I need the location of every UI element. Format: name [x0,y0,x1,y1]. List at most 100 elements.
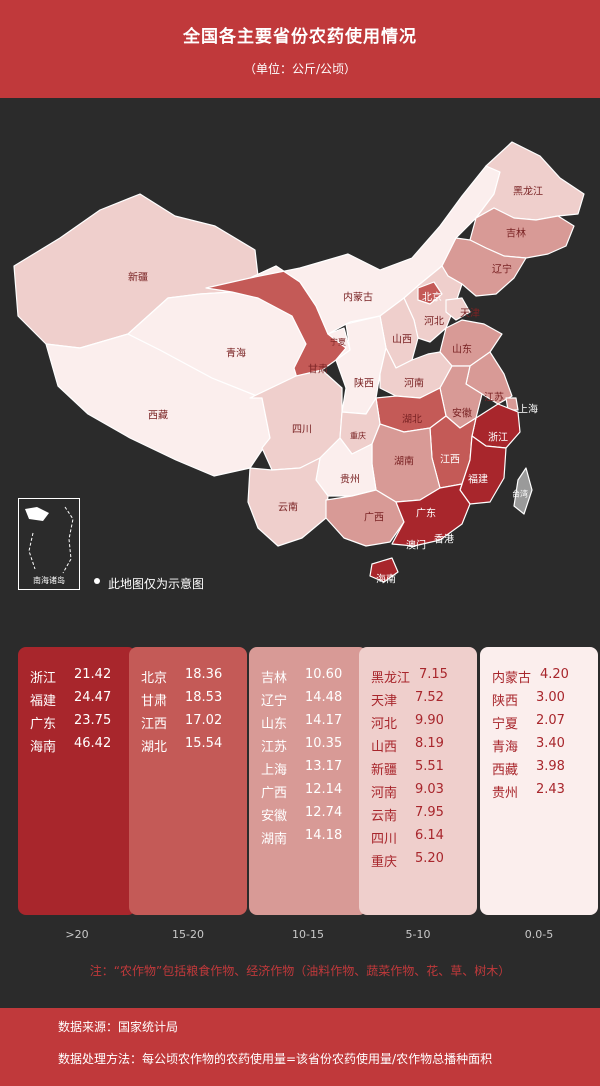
tier-row: 江苏 10.35 [249,736,367,756]
province-value: 12.14 [305,782,343,797]
tier-row: 广西 12.14 [249,782,367,802]
province-value: 24.47 [74,690,112,705]
tier-row: 浙江 21.42 [18,667,136,687]
province-value: 5.51 [415,759,444,774]
tier-row: 海南 46.42 [18,736,136,756]
tier-row: 新疆 5.51 [359,759,477,779]
label-shaanxi: 陕西 [354,378,374,390]
label-sichuan: 四川 [292,424,312,436]
province-name: 海南 [30,740,57,755]
region-guangxi [325,489,405,547]
region-guangdong [391,483,471,547]
inset-label: 南海诸岛 [33,576,65,585]
label-taiwan: 台湾 [512,489,528,499]
tier-row: 青海 3.40 [480,736,598,756]
label-anhui: 安徽 [452,408,472,420]
tier-row: 山东 14.17 [249,713,367,733]
tier-row: 宁夏 2.07 [480,713,598,733]
header-banner [0,0,600,98]
tier-range-label: 15-20 [172,928,204,941]
province-name: 浙江 [30,671,57,686]
province-value: 7.95 [415,805,444,820]
region-taiwan [513,467,533,515]
province-name: 四川 [371,832,398,847]
province-name: 广东 [30,717,57,732]
province-name: 湖北 [141,740,168,755]
province-name: 北京 [141,671,168,686]
tier-row: 山西 8.19 [359,736,477,756]
tier-range-label: 5-10 [405,928,431,941]
tier-card: 浙江 21.42 福建 24.47 广东 23.75 海南 46.42 [18,647,136,915]
province-value: 6.14 [415,828,444,843]
province-name: 广西 [261,786,288,801]
province-value: 2.07 [536,713,565,728]
tier-row: 陕西 3.00 [480,690,598,710]
province-value: 9.90 [415,713,444,728]
tier-row: 重庆 5.20 [359,851,477,871]
province-value: 23.75 [74,713,112,728]
tier-row: 贵州 2.43 [480,782,598,802]
province-value: 46.42 [74,736,112,751]
tier-row: 江西 17.02 [129,713,247,733]
map-disclaimer: 此地图仅为示意图 [108,577,205,591]
province-value: 12.74 [305,805,343,820]
label-tianjin: 天津 [460,308,480,320]
province-value: 15.54 [185,736,223,751]
label-hunan: 湖南 [394,456,414,468]
tier-row: 湖南 14.18 [249,828,367,848]
province-value: 10.60 [305,667,343,682]
tier-row: 辽宁 14.48 [249,690,367,710]
tier-row: 北京 18.36 [129,667,247,687]
label-hubei: 湖北 [402,414,422,426]
tier-row: 河南 9.03 [359,782,477,802]
tier-row: 云南 7.95 [359,805,477,825]
tier-range-label: 0.0-5 [524,928,554,941]
region-fujian [459,435,507,505]
province-name: 青海 [492,740,519,755]
province-value: 18.53 [185,690,223,705]
region-beijing [417,281,443,305]
label-shandong: 山东 [452,344,472,356]
label-zhejiang: 浙江 [488,432,508,444]
tier-range-label: >20 [65,928,89,941]
province-value: 14.17 [305,713,343,728]
province-name: 贵州 [492,786,519,801]
footer-banner [0,1008,600,1086]
label-guangxi: 广西 [364,512,384,524]
south-china-sea-inset: 南海诸岛 [18,498,80,590]
label-hainan: 海南 [376,574,396,586]
tier-row: 西藏 3.98 [480,759,598,779]
province-value: 3.40 [536,736,565,751]
province-value: 21.42 [74,667,112,682]
label-macau: 澳门 [406,540,426,552]
map-svg [13,141,585,583]
tier-row: 河北 9.90 [359,713,477,733]
province-name: 福建 [30,694,57,709]
bullet-icon [94,578,100,584]
province-value: 4.20 [540,667,569,682]
province-name: 重庆 [371,855,398,870]
label-fujian: 福建 [468,474,488,486]
label-liaoning: 辽宁 [492,264,512,276]
label-hebei: 河北 [424,316,444,328]
label-xinjiang: 新疆 [128,272,148,284]
label-gansu: 甘肃 [308,364,328,376]
province-value: 3.00 [536,690,565,705]
page-title: 全国各主要省份农药使用情况 [183,27,417,47]
label-shanghai: 上海 [518,404,538,416]
province-name: 陕西 [492,694,519,709]
tier-row: 四川 6.14 [359,828,477,848]
province-value: 14.48 [305,690,343,705]
region-tianjin [445,297,471,321]
inset-svg [25,506,74,574]
tier-card: 吉林 10.60 辽宁 14.48 山东 14.17 江苏 10.35 上海 13.17 广西 12.… [249,647,367,915]
label-beijing: 北京 [422,292,442,304]
label-chongqing: 重庆 [350,431,366,441]
data-method: 数据处理方法：每公顷农作物的农药使用量=该省份农药使用量/农作物总播种面积 [58,1052,493,1066]
tier-row: 甘肃 18.53 [129,690,247,710]
province-name: 吉林 [261,671,288,686]
province-name: 上海 [261,763,288,778]
tier-card: 内蒙古 4.20 陕西 3.00 宁夏 2.07 青海 3.40 西藏 3.98 贵州 2.43 [480,647,598,915]
label-xizang: 西藏 [148,410,168,422]
province-value: 3.98 [536,759,565,774]
